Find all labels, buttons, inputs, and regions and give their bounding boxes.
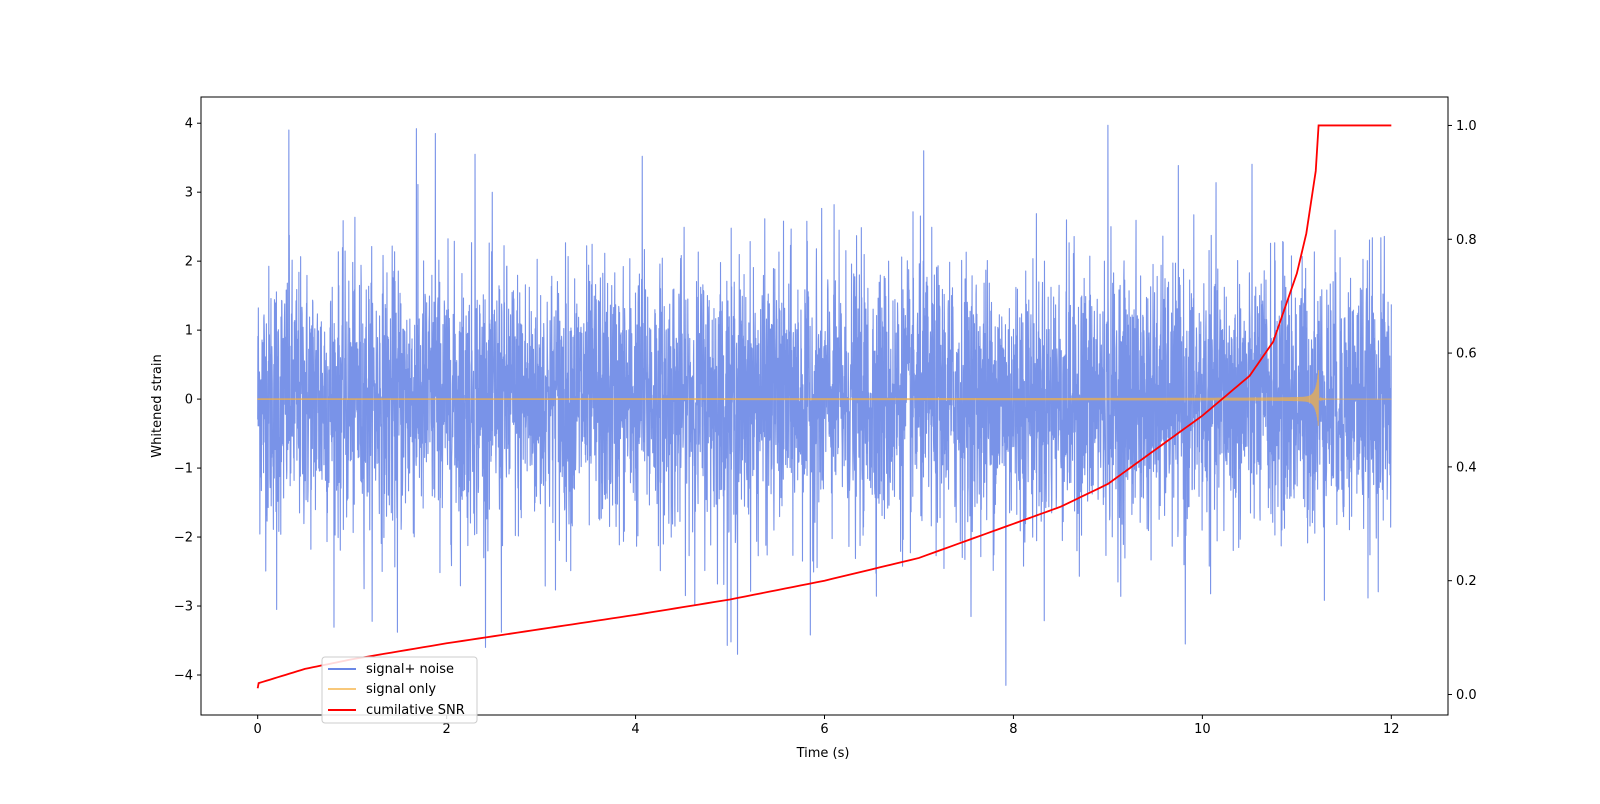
x-tick-label: 8 <box>1009 722 1017 737</box>
y-tick-label: 0 <box>185 393 193 408</box>
y-tick-label: −2 <box>174 531 193 546</box>
legend-label-signal-only: signal only <box>366 682 436 697</box>
y-tick-label: 3 <box>185 186 193 201</box>
series-cumulative-snr-line <box>256 124 1392 689</box>
series-signal-noise-line <box>257 124 1392 686</box>
x-tick-label: 0 <box>254 722 262 737</box>
legend-label-signal-noise: signal+ noise <box>366 662 454 677</box>
y-tick-label: 4 <box>185 117 193 132</box>
y2-tick-label: 0.6 <box>1456 347 1477 362</box>
y2-tick-label: 1.0 <box>1456 119 1477 134</box>
y2-tick-label: 0.8 <box>1456 233 1477 248</box>
y-axis-left: −4 −3 −2 −1 0 1 2 3 4 <box>174 117 201 683</box>
legend-label-cumulative-snr: cumilative SNR <box>366 703 465 718</box>
x-tick-label: 12 <box>1383 722 1400 737</box>
x-axis-label: Time (s) <box>796 746 850 761</box>
series-signal-only-line <box>257 370 1392 426</box>
y-tick-label: 2 <box>185 255 193 270</box>
legend: signal+ noise signal only cumilative SNR <box>321 656 478 724</box>
y-axis-label: Whitened strain <box>150 354 165 457</box>
y-axis-right: 0.0 0.2 0.4 0.6 0.8 1.0 <box>1448 119 1477 703</box>
legend-box <box>321 656 478 724</box>
y2-tick-label: 0.0 <box>1456 688 1477 703</box>
y2-tick-label: 0.4 <box>1456 460 1477 475</box>
y2-tick-label: 0.2 <box>1456 574 1477 589</box>
x-tick-label: 2 <box>442 722 450 737</box>
x-tick-label: 6 <box>820 722 828 737</box>
y-tick-label: 1 <box>185 324 193 339</box>
series-layer <box>256 124 1392 689</box>
y-tick-label: −1 <box>174 462 193 477</box>
x-tick-label: 10 <box>1194 722 1211 737</box>
x-tick-label: 4 <box>631 722 639 737</box>
y-tick-label: −3 <box>174 600 193 615</box>
y-tick-label: −4 <box>174 668 193 683</box>
